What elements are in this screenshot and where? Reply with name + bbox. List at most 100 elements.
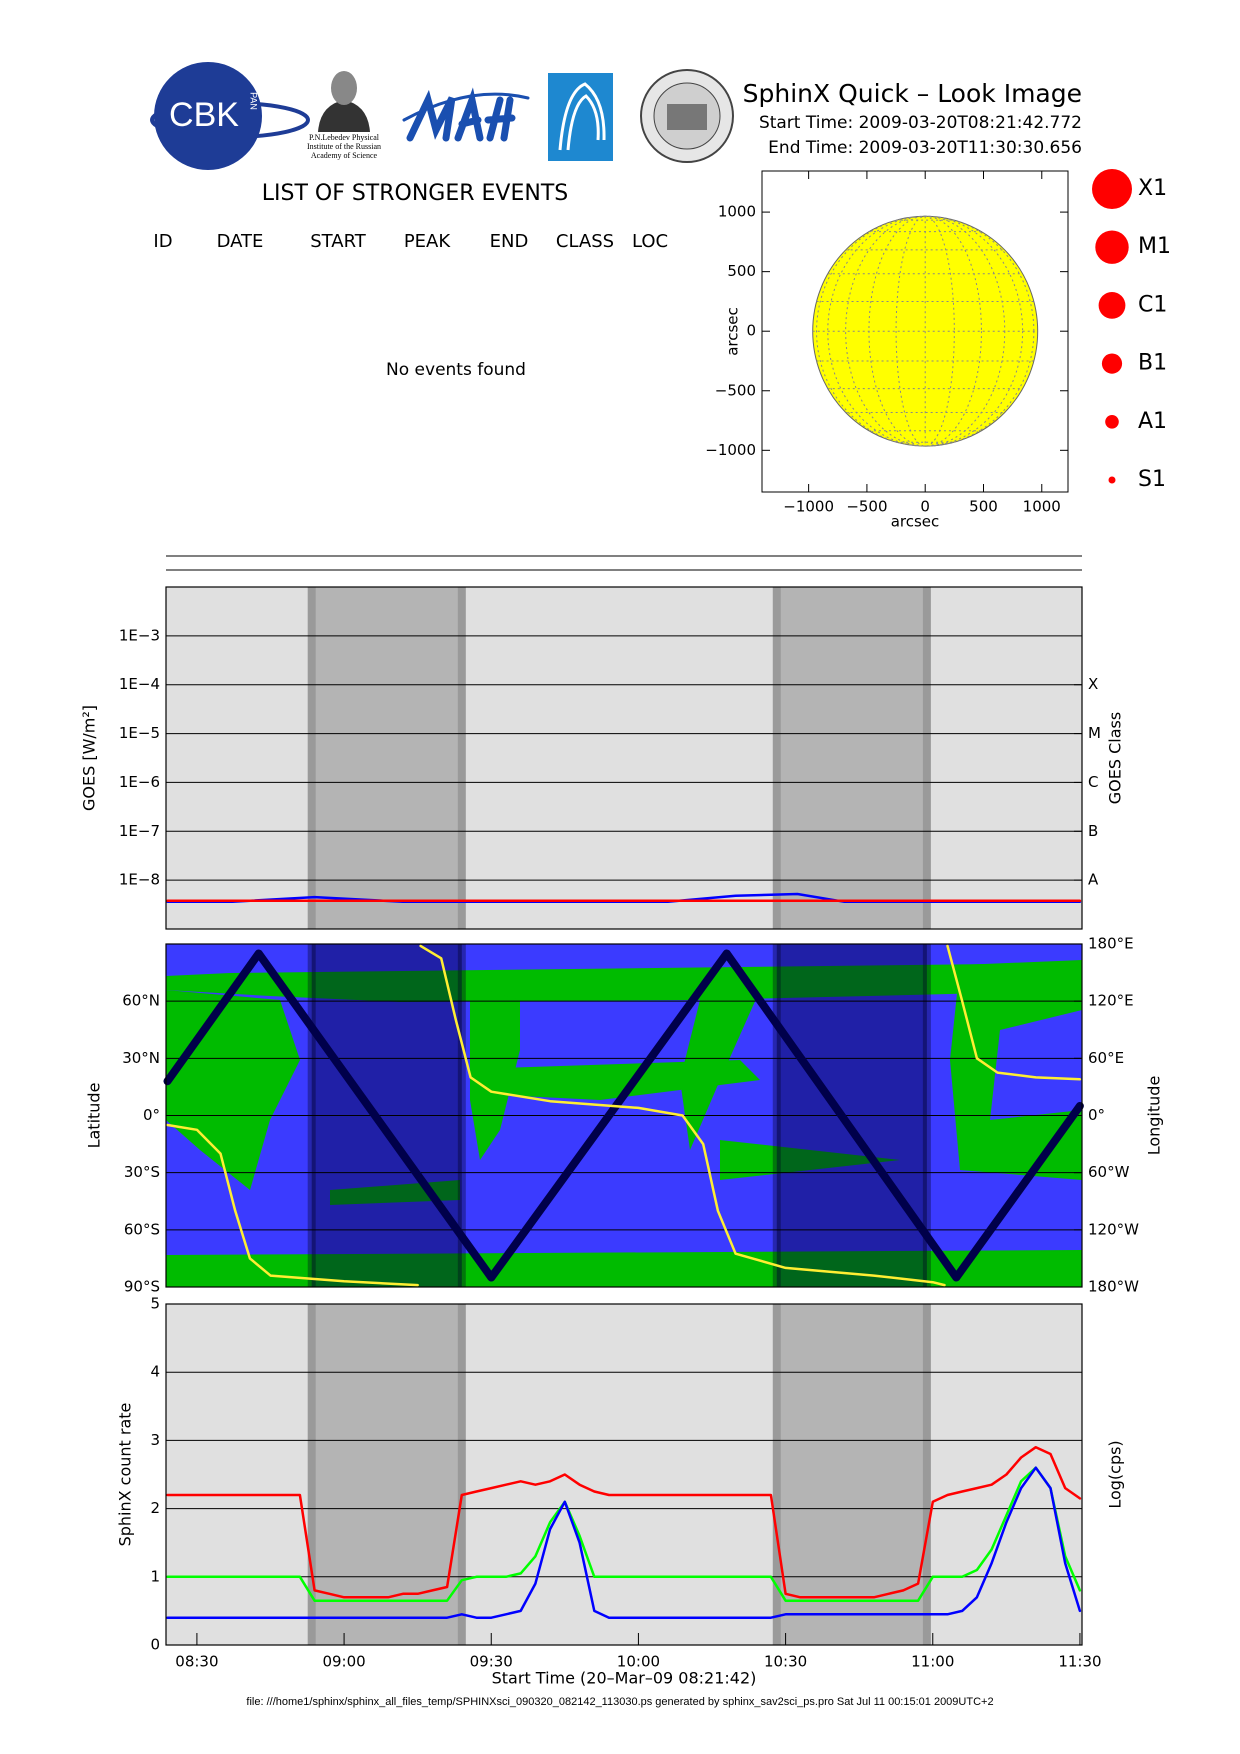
- shaded-interval: [776, 1304, 927, 1645]
- logo-lebedev: P.N.Lebedev Physical Institute of the Ru…: [307, 71, 381, 160]
- series-line: [166, 1466, 1082, 1619]
- logo-caption: P.N.Lebedev Physical: [309, 133, 380, 142]
- axis-title: Log(cps): [1106, 1440, 1125, 1508]
- y2-tick-label: 180°E: [1088, 935, 1134, 953]
- y-tick-label: 4: [150, 1363, 160, 1381]
- logo-disc: [154, 62, 262, 170]
- y2-tick-label: 60°W: [1088, 1163, 1130, 1181]
- x-tick-label: 1000: [1023, 498, 1061, 516]
- axis-title: Longitude: [1145, 1076, 1164, 1156]
- plot-frame: [165, 586, 1083, 930]
- shade-edge: [772, 1304, 781, 1645]
- x-tick-label: 11:00: [911, 1653, 954, 1671]
- y-tick-label: −1000: [705, 441, 756, 459]
- y-tick-label: 0°: [143, 1106, 160, 1124]
- legend-label: B1: [1138, 351, 1167, 376]
- logo-stroke: [484, 96, 516, 142]
- y-tick-label: 60°N: [122, 992, 160, 1010]
- y-tick-label: 500: [727, 262, 756, 280]
- y-tick-label: 0: [150, 1636, 160, 1654]
- x-tick-label: 500: [969, 498, 998, 516]
- y-tick-label: 30°N: [122, 1049, 160, 1067]
- y2-tick-label: C: [1088, 773, 1098, 791]
- y2-tick-label: 120°W: [1088, 1220, 1139, 1238]
- events-column: END: [490, 231, 529, 252]
- legend-symbol: [1095, 230, 1129, 264]
- logo-stroke: [454, 87, 484, 142]
- map-region: [720, 1140, 900, 1180]
- shade-edge: [457, 1304, 466, 1645]
- seal-building: [667, 104, 707, 130]
- legend-label: S1: [1138, 467, 1166, 492]
- legend-symbol: [1092, 169, 1132, 209]
- x-tick-label: 10:30: [764, 1653, 807, 1671]
- y-tick-label: 90°S: [124, 1278, 160, 1296]
- events-column: PEAK: [404, 231, 452, 252]
- map-region: [950, 960, 1082, 1180]
- y-tick-label: 1E−4: [119, 675, 160, 693]
- y2-tick-label: 120°E: [1088, 992, 1134, 1010]
- logo-cbk: CBK PAN: [150, 62, 310, 170]
- events-header: ID DATE START PEAK END CLASS LOC: [153, 231, 668, 252]
- map-region: [166, 1250, 1082, 1287]
- map-region: [470, 985, 520, 1160]
- series-line: [166, 1445, 1082, 1599]
- y-tick-label: 1: [150, 1567, 160, 1585]
- y2-tick-label: M: [1088, 724, 1101, 742]
- y2-tick-label: 60°E: [1088, 1049, 1124, 1067]
- events-message: No events found: [386, 360, 526, 380]
- y-tick-label: 60°S: [124, 1220, 160, 1238]
- x-tick-label: −500: [846, 498, 887, 516]
- legend-symbol: [1098, 292, 1126, 319]
- footer: file: ///home1/sphinx/sphinx_all_files_t…: [246, 1696, 993, 1708]
- y2-tick-label: 0°: [1088, 1106, 1105, 1124]
- logo-text: CBK: [169, 96, 239, 134]
- plot-frame: [761, 170, 1069, 493]
- shade-edge: [457, 587, 466, 929]
- plot-frame: [165, 943, 1083, 1288]
- title: SphinX Quick – Look Image: [743, 79, 1082, 108]
- events-column: CLASS: [556, 231, 614, 252]
- legend-label: X1: [1138, 176, 1167, 201]
- axis-title: SphinX count rate: [116, 1403, 135, 1547]
- legend-label: M1: [1138, 234, 1171, 259]
- shade-edge: [307, 1304, 316, 1645]
- map-regions: [166, 960, 1082, 1287]
- legend-symbol: [1101, 353, 1123, 374]
- y-tick-label: 30°S: [124, 1163, 160, 1181]
- orbit-track: [163, 949, 1084, 1282]
- y2-tick-label: X: [1088, 675, 1098, 693]
- y-tick-label: 3: [150, 1431, 160, 1449]
- start-time: Start Time: 2009-03-20T08:21:42.772: [759, 113, 1082, 133]
- plot-frame: [165, 1303, 1083, 1646]
- axis-title: Latitude: [85, 1083, 104, 1149]
- axis-title: GOES [W/m²]: [80, 705, 99, 811]
- y2-tick-label: 180°W: [1088, 1278, 1139, 1296]
- y-tick-label: 1E−3: [119, 626, 160, 644]
- logo-stroke: [402, 92, 530, 122]
- x-tick-label: 0: [920, 498, 930, 516]
- x-tick-label: −1000: [783, 498, 834, 516]
- shade-edge: [307, 587, 316, 929]
- shaded-interval: [311, 587, 462, 929]
- shaded-interval: [776, 587, 927, 929]
- series-line: [166, 1466, 1082, 1602]
- y2-tick-label: B: [1088, 822, 1098, 840]
- logo-caption: Institute of the Russian: [307, 142, 381, 151]
- logo-stroke: [406, 89, 456, 142]
- shade-edge: [922, 1304, 931, 1645]
- events-column: DATE: [217, 231, 264, 252]
- y-tick-label: 1E−8: [119, 871, 160, 889]
- shade-edge: [922, 587, 931, 929]
- map-region: [680, 990, 760, 1150]
- axis-title: GOES Class: [1106, 712, 1125, 804]
- events-title: LIST OF STRONGER EVENTS: [262, 181, 569, 206]
- y-tick-label: −500: [715, 381, 756, 399]
- plot-background: [166, 1304, 1082, 1645]
- x-tick-label: 09:00: [322, 1653, 365, 1671]
- logo-mian: [402, 87, 530, 142]
- x-tick-label: 11:30: [1058, 1653, 1101, 1671]
- y-tick-label: 1E−5: [119, 724, 160, 742]
